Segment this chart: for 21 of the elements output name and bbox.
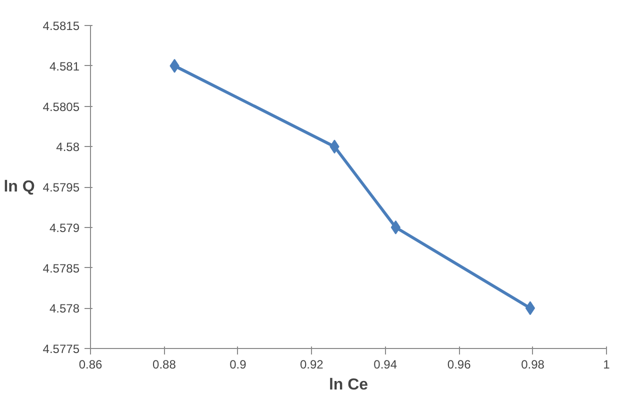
y-tick-label: 4.5815 xyxy=(42,19,80,33)
x-tick-label: 0.98 xyxy=(521,358,545,372)
x-tick-label: 0.96 xyxy=(447,358,472,372)
y-tick-label: 4.578 xyxy=(49,302,80,316)
y-tick-label: 4.579 xyxy=(49,220,80,235)
point xyxy=(525,301,536,316)
y-axis-title: ln Q xyxy=(4,178,35,196)
y-tick-label: 4.5785 xyxy=(42,261,80,276)
y-tick-label: 4.58 xyxy=(56,140,80,154)
x-axis-title: ln Ce xyxy=(328,376,368,394)
y-tick-label: 4.5805 xyxy=(42,100,80,114)
x-tick-label: 1 xyxy=(603,358,610,372)
x-tick-label: 0.9 xyxy=(230,358,247,372)
x-tick-label: 0.86 xyxy=(78,358,103,372)
x-tick-label: 0.94 xyxy=(374,358,398,372)
y-tick-label: 4.5795 xyxy=(42,180,80,194)
x-tick-label: 0.88 xyxy=(152,358,176,372)
point xyxy=(390,220,401,234)
y-tick-label: 4.5775 xyxy=(42,342,80,356)
y-tick-label: 4.581 xyxy=(49,59,80,74)
x-tick-label: 0.92 xyxy=(300,358,324,372)
